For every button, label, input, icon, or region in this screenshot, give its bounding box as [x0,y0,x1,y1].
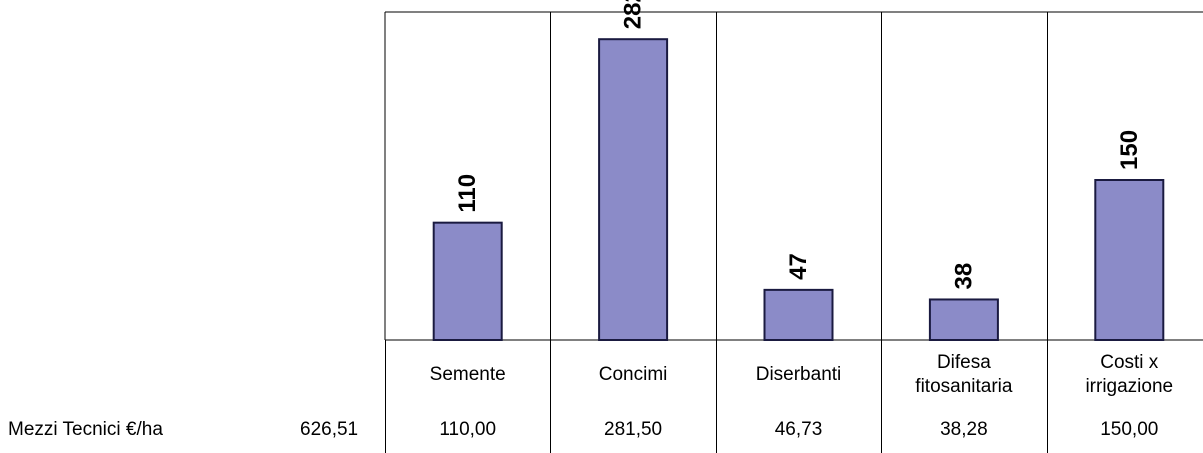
bar-data-label: 282 [620,0,647,29]
bar-data-label: 150 [1116,130,1143,170]
table-cell: 110,00 [439,419,497,440]
bar-data-label: 47 [785,253,812,280]
bar [432,221,503,342]
bar [598,38,669,341]
bar-data-label: 110 [454,174,481,213]
bar-data-label: 38 [950,263,977,290]
bar [763,288,834,342]
table-row-label: Mezzi Tecnici €/ha [8,419,163,440]
x-tick-label: Concimi [598,364,668,385]
x-tick-label: Difesa fitosanitaria [915,352,1013,397]
x-tick-label: Costi x irrigazione [1085,352,1174,397]
table-cell: 38,28 [940,419,988,440]
table-total-value: 626,51 [300,419,359,440]
x-tick-label: Semente [429,364,506,385]
table-cell: 150,00 [1100,419,1159,440]
table-cell: 46,73 [774,419,823,440]
table-cell: 281,50 [604,419,663,440]
x-tick-label: Diserbanti [755,364,842,385]
bar [1094,179,1165,341]
bar [928,298,999,342]
